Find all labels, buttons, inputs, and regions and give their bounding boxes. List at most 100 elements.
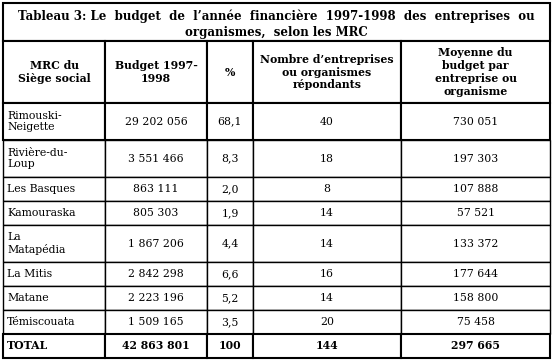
Text: 133 372: 133 372 xyxy=(453,239,498,249)
Bar xyxy=(105,286,207,310)
Text: 2 223 196: 2 223 196 xyxy=(128,293,184,303)
Text: 6,6: 6,6 xyxy=(221,269,239,279)
Text: %: % xyxy=(225,66,235,78)
Text: 68,1: 68,1 xyxy=(218,117,242,126)
Bar xyxy=(105,140,207,177)
Bar xyxy=(3,177,105,201)
Text: La Mitis: La Mitis xyxy=(7,269,52,279)
Text: 107 888: 107 888 xyxy=(453,184,498,194)
Text: 197 303: 197 303 xyxy=(453,153,498,164)
Bar xyxy=(207,262,253,286)
Bar xyxy=(401,103,550,140)
Bar xyxy=(253,140,401,177)
Text: 14: 14 xyxy=(320,293,334,303)
Bar xyxy=(105,103,207,140)
Text: Moyenne du
budget par
entreprise ou
organisme: Moyenne du budget par entreprise ou orga… xyxy=(435,47,517,97)
Text: 2 842 298: 2 842 298 xyxy=(128,269,184,279)
Text: 100: 100 xyxy=(218,340,241,352)
Bar xyxy=(105,225,207,262)
Text: 177 644: 177 644 xyxy=(453,269,498,279)
Bar xyxy=(105,201,207,225)
Bar xyxy=(207,103,253,140)
Text: 2,0: 2,0 xyxy=(221,184,239,194)
Bar xyxy=(105,334,207,358)
Bar xyxy=(3,3,550,41)
Text: 8: 8 xyxy=(324,184,331,194)
Text: Nombre d’entreprises
ou organismes
répondants: Nombre d’entreprises ou organismes répon… xyxy=(260,54,394,90)
Bar xyxy=(253,286,401,310)
Text: Rivière-du-
Loup: Rivière-du- Loup xyxy=(7,148,67,169)
Text: 3,5: 3,5 xyxy=(221,317,238,327)
Bar xyxy=(207,286,253,310)
Bar xyxy=(253,262,401,286)
Text: 57 521: 57 521 xyxy=(457,208,495,218)
Text: Kamouraska: Kamouraska xyxy=(7,208,76,218)
Bar xyxy=(3,334,105,358)
Bar xyxy=(207,177,253,201)
Bar xyxy=(253,310,401,334)
Bar xyxy=(3,140,105,177)
Text: Témiscouata: Témiscouata xyxy=(7,317,76,327)
Bar xyxy=(401,140,550,177)
Text: TOTAL: TOTAL xyxy=(7,340,48,352)
Bar xyxy=(207,201,253,225)
Bar xyxy=(105,41,207,103)
Bar xyxy=(401,334,550,358)
Text: 4,4: 4,4 xyxy=(221,239,238,249)
Bar xyxy=(401,41,550,103)
Bar xyxy=(207,310,253,334)
Bar xyxy=(401,201,550,225)
Bar xyxy=(207,225,253,262)
Bar xyxy=(253,41,401,103)
Bar xyxy=(253,201,401,225)
Text: MRC du
Siège social: MRC du Siège social xyxy=(18,60,90,84)
Bar xyxy=(401,286,550,310)
Bar xyxy=(207,334,253,358)
Text: 14: 14 xyxy=(320,239,334,249)
Text: 1,9: 1,9 xyxy=(221,208,238,218)
Text: 75 458: 75 458 xyxy=(457,317,495,327)
Text: 14: 14 xyxy=(320,208,334,218)
Text: 1 509 165: 1 509 165 xyxy=(128,317,184,327)
Bar xyxy=(3,310,105,334)
Text: 5,2: 5,2 xyxy=(221,293,238,303)
Bar xyxy=(401,177,550,201)
Bar xyxy=(253,177,401,201)
Bar xyxy=(207,41,253,103)
Text: 730 051: 730 051 xyxy=(453,117,498,126)
Text: 144: 144 xyxy=(316,340,338,352)
Text: 3 551 466: 3 551 466 xyxy=(128,153,184,164)
Bar xyxy=(401,225,550,262)
Text: 42 863 801: 42 863 801 xyxy=(122,340,190,352)
Text: 40: 40 xyxy=(320,117,334,126)
Text: 297 665: 297 665 xyxy=(451,340,500,352)
Text: Tableau 3: Le  budget  de  l’année  financière  1997-1998  des  entreprises  ou: Tableau 3: Le budget de l’année financiè… xyxy=(18,9,535,23)
Text: 18: 18 xyxy=(320,153,334,164)
Text: 805 303: 805 303 xyxy=(133,208,179,218)
Text: 8,3: 8,3 xyxy=(221,153,239,164)
Bar xyxy=(3,103,105,140)
Text: 20: 20 xyxy=(320,317,334,327)
Text: 158 800: 158 800 xyxy=(453,293,498,303)
Text: Les Basques: Les Basques xyxy=(7,184,75,194)
Text: 16: 16 xyxy=(320,269,334,279)
Text: organismes,  selon les MRC: organismes, selon les MRC xyxy=(185,26,368,39)
Text: Rimouski-
Neigette: Rimouski- Neigette xyxy=(7,111,61,132)
Text: 1 867 206: 1 867 206 xyxy=(128,239,184,249)
Text: La
Matapédia: La Matapédia xyxy=(7,232,65,255)
Bar xyxy=(105,262,207,286)
Bar xyxy=(3,225,105,262)
Bar xyxy=(401,310,550,334)
Bar xyxy=(105,177,207,201)
Bar xyxy=(207,140,253,177)
Bar xyxy=(3,41,105,103)
Bar xyxy=(401,262,550,286)
Text: Matane: Matane xyxy=(7,293,49,303)
Bar xyxy=(253,225,401,262)
Bar xyxy=(253,334,401,358)
Bar xyxy=(3,286,105,310)
Bar xyxy=(3,262,105,286)
Bar xyxy=(105,310,207,334)
Text: 29 202 056: 29 202 056 xyxy=(125,117,187,126)
Bar xyxy=(3,201,105,225)
